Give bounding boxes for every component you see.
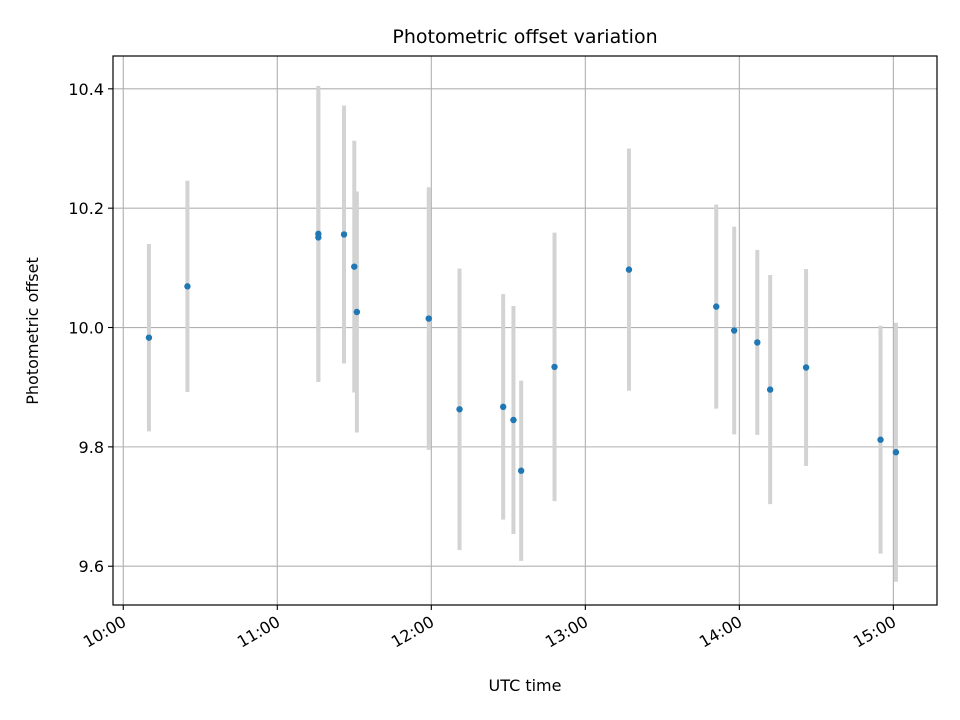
data-point (766, 386, 774, 393)
data-point (892, 449, 900, 456)
data-point (510, 416, 517, 424)
data-point (425, 315, 432, 322)
chart-title: Photometric offset variation (392, 26, 657, 48)
data-point (499, 403, 507, 411)
y-tick-label: 10.2 (68, 199, 104, 218)
data-point (551, 363, 558, 371)
grid (113, 56, 937, 605)
data-point (713, 303, 720, 310)
data-point (754, 339, 761, 346)
data-point (877, 436, 884, 443)
data-point (145, 334, 153, 341)
data-point (731, 327, 738, 334)
data-point (802, 364, 810, 371)
data-point (351, 263, 358, 270)
x-tick-label: 14:00 (696, 612, 745, 652)
data-point (456, 406, 463, 413)
y-tick-label: 10.0 (68, 319, 104, 338)
x-tick-label: 11:00 (234, 612, 283, 652)
data-point (340, 231, 348, 238)
error-bars (146, 85, 898, 582)
x-tick-label: 10:00 (80, 612, 129, 652)
x-tick-label: 13:00 (542, 612, 591, 652)
y-tick-label: 10.4 (68, 80, 104, 99)
y-axis-label: Photometric offset (23, 257, 42, 405)
data-point (315, 234, 322, 241)
data-points (145, 230, 900, 474)
data-point (625, 266, 633, 273)
x-tick-label: 12:00 (388, 612, 437, 652)
data-point (517, 467, 525, 474)
x-tick-label: 15:00 (850, 612, 899, 652)
x-axis-label: UTC time (489, 676, 562, 695)
data-point (353, 308, 361, 316)
data-point (184, 283, 191, 290)
y-tick-label: 9.6 (79, 557, 104, 576)
plot-frame (112, 55, 938, 606)
y-tick-label: 9.8 (79, 438, 104, 457)
